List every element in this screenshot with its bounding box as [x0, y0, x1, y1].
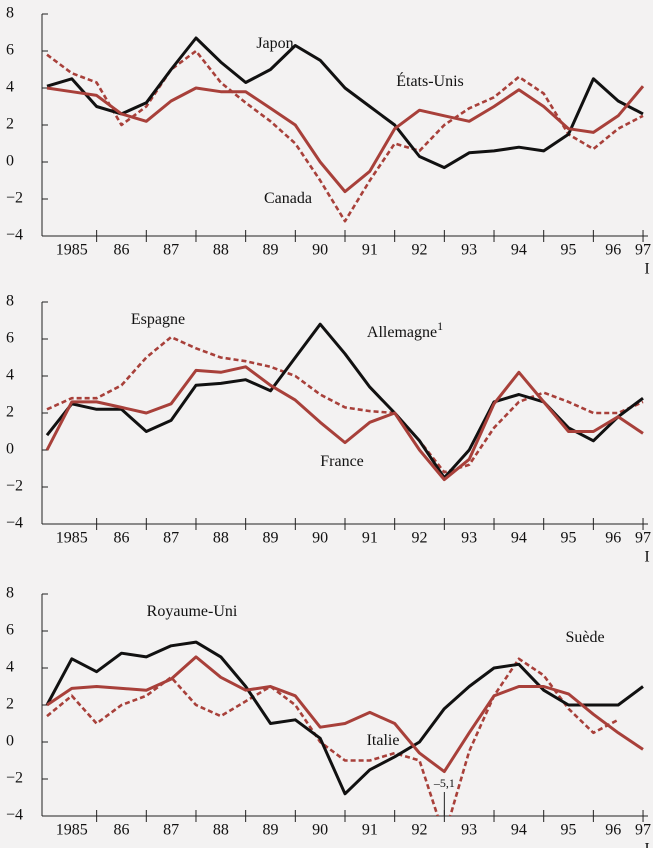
y-tick-label: 6 [6, 330, 14, 347]
y-tick-label: −4 [6, 807, 23, 824]
x-tick-label: 87 [163, 530, 179, 547]
lines [45, 640, 644, 816]
y-tick-label: 0 [6, 441, 14, 458]
series-name: Canada [264, 190, 312, 207]
x-tick-label: 90 [312, 530, 328, 547]
series-label: Allemagne1 [367, 319, 443, 341]
y-tick-label: 4 [6, 367, 14, 384]
x-tick-label: 95 [561, 822, 577, 839]
series-label: Canada [264, 190, 312, 207]
lines [46, 36, 645, 223]
x-tick-label: 86 [113, 530, 129, 547]
x-tick-label: 87 [163, 242, 179, 259]
x-tick-label: 86 [113, 242, 129, 259]
series-label: Italie [367, 732, 400, 749]
series-line [46, 85, 645, 194]
x-tick-label: 1985 [56, 242, 88, 259]
y-tick-label: 0 [6, 733, 14, 750]
series-line [46, 655, 644, 774]
y-tick-label: 2 [6, 404, 14, 421]
x-tick-label: 94 [511, 242, 527, 259]
x-tick-label: 1985 [56, 530, 88, 547]
x-sub-label: I [644, 261, 649, 278]
y-tick-label: 8 [6, 585, 14, 602]
y-tick-label: 6 [6, 622, 14, 639]
series-line [46, 49, 644, 223]
x-tick-label: 93 [461, 822, 477, 839]
series-name: Suède [565, 629, 604, 646]
x-tick-label: 93 [461, 530, 477, 547]
x-tick-label: 93 [461, 242, 477, 259]
x-tick-label: 94 [511, 530, 527, 547]
series-line [45, 640, 644, 796]
y-tick-label: 4 [6, 79, 14, 96]
y-tick-label: 0 [6, 153, 14, 170]
series-label: Suède [565, 629, 604, 646]
x-tick-label: 88 [213, 530, 229, 547]
x-tick-label: 96 [605, 242, 621, 259]
x-tick-label: 96 [605, 530, 621, 547]
x-tick-label: 89 [262, 242, 278, 259]
lines [45, 322, 644, 482]
x-tick-label: 95 [561, 242, 577, 259]
x-tick-label: 87 [163, 822, 179, 839]
series-label: États-Unis [396, 71, 464, 90]
series-name: Japon [256, 35, 293, 52]
x-tick-label: 95 [561, 530, 577, 547]
series-name: Espagne [131, 311, 185, 328]
x-tick-label: 1985 [56, 822, 88, 839]
series-line [46, 335, 644, 474]
x-tick-label: 97 [635, 242, 651, 259]
series-name: Royaume-Uni [147, 603, 238, 620]
series-label: Japon [256, 35, 293, 52]
x-sub-label: I [644, 549, 649, 566]
x-tick-label: 91 [362, 242, 378, 259]
series-name: États-Unis [396, 71, 464, 90]
footnote-marker: 1 [437, 319, 443, 333]
x-tick-label: 97 [635, 822, 651, 839]
y-tick-label: 8 [6, 293, 14, 310]
series-line [46, 36, 644, 170]
panel: 86420−2−41985868788899091929394959697ISu… [6, 585, 651, 848]
x-sub-label: I [644, 841, 649, 848]
series-line [46, 657, 619, 816]
y-tick-label: −4 [6, 227, 23, 244]
value-label: –5,1 [433, 776, 455, 790]
x-tick-label: 92 [412, 822, 428, 839]
y-tick-label: 8 [6, 5, 14, 22]
y-tick-label: −2 [6, 478, 23, 495]
x-tick-label: 90 [312, 822, 328, 839]
x-tick-label: 92 [412, 530, 428, 547]
x-tick-label: 97 [635, 530, 651, 547]
x-tick-label: 91 [362, 530, 378, 547]
y-tick-label: 2 [6, 116, 14, 133]
y-tick-label: −4 [6, 515, 23, 532]
x-tick-label: 94 [511, 822, 527, 839]
x-tick-label: 91 [362, 822, 378, 839]
x-tick-label: 88 [213, 822, 229, 839]
x-tick-label: 88 [213, 242, 229, 259]
series-name: Allemagne [367, 324, 437, 341]
x-tick-label: 86 [113, 822, 129, 839]
x-tick-label: 90 [312, 242, 328, 259]
x-tick-label: 96 [605, 822, 621, 839]
series-name: France [320, 453, 364, 470]
y-tick-label: 2 [6, 696, 14, 713]
series-label: Espagne [131, 311, 185, 328]
y-tick-label: −2 [6, 770, 23, 787]
series-line [45, 365, 644, 482]
y-tick-label: 4 [6, 659, 14, 676]
x-tick-label: 89 [262, 822, 278, 839]
series-label: France [320, 453, 364, 470]
series-label: Royaume-Uni [147, 603, 238, 620]
series-name: Italie [367, 732, 400, 749]
y-tick-label: 6 [6, 42, 14, 59]
x-tick-label: 92 [412, 242, 428, 259]
y-tick-label: −2 [6, 190, 23, 207]
x-tick-label: 89 [262, 530, 278, 547]
